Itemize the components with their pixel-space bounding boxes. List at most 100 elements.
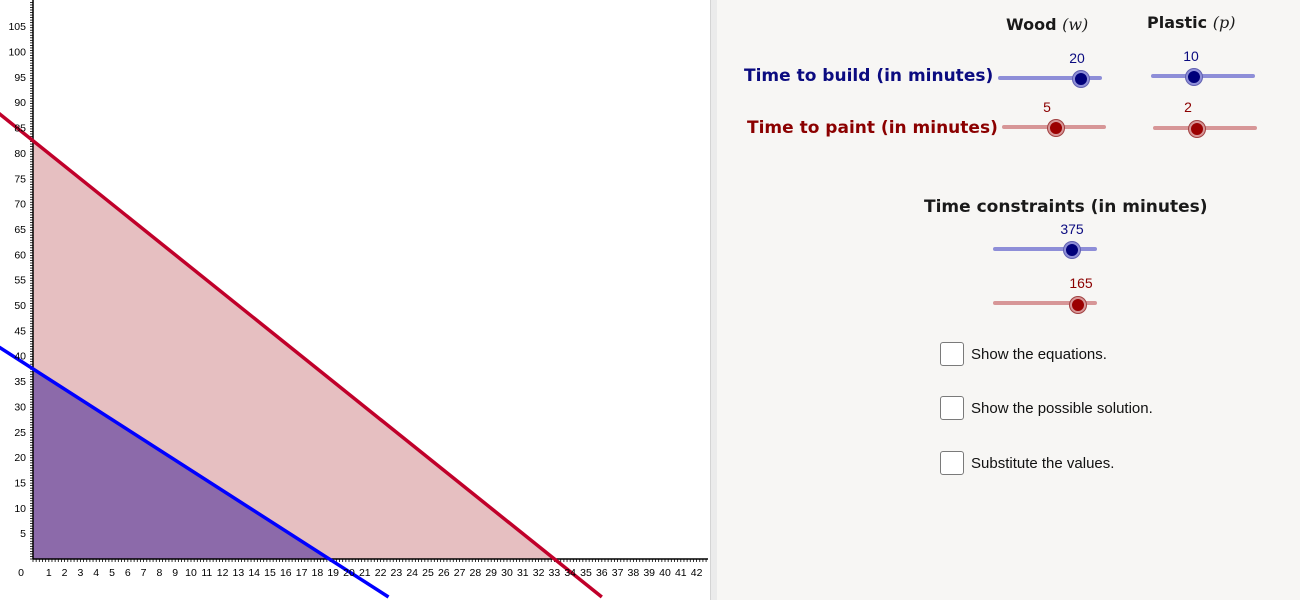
y-tick-label: 35 bbox=[14, 376, 26, 388]
y-tick-label: 90 bbox=[14, 97, 26, 109]
wood-variable: (w) bbox=[1062, 15, 1089, 34]
x-tick-label: 2 bbox=[62, 567, 68, 579]
y-tick-label: 30 bbox=[14, 401, 26, 413]
x-tick-label: 39 bbox=[643, 567, 655, 579]
y-tick-label: 45 bbox=[14, 325, 26, 337]
plastic-paint-slider[interactable] bbox=[1153, 126, 1257, 130]
x-tick-label: 6 bbox=[125, 567, 131, 579]
wood-build-value: 20 bbox=[1069, 50, 1085, 66]
paint-time-label: Time to paint (in minutes) bbox=[747, 118, 998, 138]
plastic-header: Plastic (p) bbox=[1147, 13, 1235, 32]
x-tick-label: 30 bbox=[501, 567, 513, 579]
x-tick-label: 26 bbox=[438, 567, 450, 579]
x-tick-label: 41 bbox=[675, 567, 687, 579]
paint-constraint-value: 165 bbox=[1069, 275, 1093, 291]
x-tick-label: 4 bbox=[93, 567, 99, 579]
x-tick-label: 15 bbox=[264, 567, 276, 579]
x-tick-label: 28 bbox=[470, 567, 482, 579]
x-tick-label: 29 bbox=[485, 567, 497, 579]
panel-divider[interactable] bbox=[710, 0, 717, 600]
show-equations-label[interactable]: Show the equations. bbox=[971, 346, 1107, 363]
y-tick-label: 95 bbox=[14, 72, 26, 84]
controls-panel bbox=[717, 0, 1300, 600]
x-tick-label: 3 bbox=[77, 567, 83, 579]
x-tick-label: 12 bbox=[217, 567, 229, 579]
x-tick-label: 32 bbox=[533, 567, 545, 579]
y-tick-label: 60 bbox=[14, 249, 26, 261]
paint-constraint-slider-knob[interactable] bbox=[1070, 297, 1086, 313]
x-tick-label: 21 bbox=[359, 567, 371, 579]
build-constraint-slider-knob[interactable] bbox=[1064, 242, 1080, 258]
show-solution-label[interactable]: Show the possible solution. bbox=[971, 400, 1153, 417]
x-tick-label: 23 bbox=[391, 567, 403, 579]
y-tick-label: 20 bbox=[14, 452, 26, 464]
y-tick-label: 50 bbox=[14, 300, 26, 312]
paint-constraint-line[interactable] bbox=[0, 109, 603, 599]
x-tick-label: 11 bbox=[201, 567, 212, 579]
y-tick-label: 105 bbox=[8, 21, 26, 33]
build-constraint-line[interactable] bbox=[0, 344, 390, 599]
origin-label: 0 bbox=[18, 567, 24, 579]
substitute-values-checkbox[interactable] bbox=[940, 451, 964, 475]
x-tick-label: 8 bbox=[156, 567, 162, 579]
x-tick-label: 18 bbox=[312, 567, 324, 579]
build-constraint-slider[interactable] bbox=[993, 247, 1097, 251]
y-tick-label: 75 bbox=[14, 173, 26, 185]
x-tick-label: 20 bbox=[343, 567, 355, 579]
wood-paint-value: 5 bbox=[1043, 99, 1051, 115]
y-tick-label: 70 bbox=[14, 199, 26, 211]
build-time-label: Time to build (in minutes) bbox=[744, 66, 994, 86]
x-tick-label: 35 bbox=[580, 567, 592, 579]
wood-header-label: Wood bbox=[1006, 15, 1057, 34]
y-tick-label: 80 bbox=[14, 148, 26, 160]
x-tick-label: 19 bbox=[327, 567, 339, 579]
graph-plot[interactable]: 1 2 3 4 5 6 7 8 9 10 11 12 13 14 15 16 17 18 19 20 21 22 23 24 2… bbox=[0, 0, 710, 600]
y-tick-label: 5 bbox=[20, 528, 26, 540]
wood-build-slider[interactable] bbox=[998, 76, 1102, 80]
wood-paint-slider-knob[interactable] bbox=[1048, 120, 1064, 136]
x-tick-label: 14 bbox=[248, 567, 260, 579]
plastic-variable: (p) bbox=[1212, 13, 1236, 32]
plastic-header-label: Plastic bbox=[1147, 13, 1208, 32]
x-tick-label: 13 bbox=[233, 567, 245, 579]
y-tick-label: 65 bbox=[14, 224, 26, 236]
x-tick-label: 27 bbox=[454, 567, 466, 579]
y-tick-label: 10 bbox=[14, 503, 26, 515]
plastic-build-slider[interactable] bbox=[1151, 74, 1255, 78]
x-tick-label: 24 bbox=[406, 567, 418, 579]
plastic-build-slider-knob[interactable] bbox=[1186, 69, 1202, 85]
time-constraints-label: Time constraints (in minutes) bbox=[924, 197, 1208, 217]
show-equations-checkbox[interactable] bbox=[940, 342, 964, 366]
wood-header: Wood (w) bbox=[1006, 15, 1088, 34]
y-tick-label: 15 bbox=[14, 477, 26, 489]
paint-constraint-slider[interactable] bbox=[993, 301, 1097, 305]
x-tick-label: 10 bbox=[185, 567, 197, 579]
wood-build-slider-knob[interactable] bbox=[1073, 71, 1089, 87]
build-constraint-value: 375 bbox=[1060, 221, 1084, 237]
x-tick-label: 7 bbox=[141, 567, 147, 579]
plastic-paint-slider-knob[interactable] bbox=[1189, 121, 1205, 137]
x-tick-label: 9 bbox=[172, 567, 178, 579]
x-tick-label: 16 bbox=[280, 567, 292, 579]
x-tick-label: 1 bbox=[46, 567, 52, 579]
x-tick-label: 37 bbox=[612, 567, 624, 579]
plastic-build-value: 10 bbox=[1183, 48, 1199, 64]
x-tick-label: 33 bbox=[549, 567, 561, 579]
x-tick-label: 36 bbox=[596, 567, 608, 579]
y-tick-label: 85 bbox=[14, 123, 26, 135]
x-tick-label: 42 bbox=[691, 567, 703, 579]
x-tick-label: 25 bbox=[422, 567, 434, 579]
plastic-paint-value: 2 bbox=[1184, 99, 1192, 115]
x-tick-label: 34 bbox=[564, 567, 576, 579]
show-solution-checkbox[interactable] bbox=[940, 396, 964, 420]
graphics-view[interactable]: 1 2 3 4 5 6 7 8 9 10 11 12 13 14 15 16 17 18 19 20 21 22 23 24 2… bbox=[0, 0, 710, 600]
x-tick-label: 31 bbox=[517, 567, 529, 579]
substitute-values-label[interactable]: Substitute the values. bbox=[971, 455, 1115, 472]
y-tick-label: 40 bbox=[14, 351, 26, 363]
y-tick-label: 100 bbox=[8, 47, 26, 59]
x-tick-label: 38 bbox=[628, 567, 640, 579]
y-tick-label: 55 bbox=[14, 275, 26, 287]
x-tick-label: 22 bbox=[375, 567, 387, 579]
x-tick-label: 5 bbox=[109, 567, 115, 579]
x-tick-label: 17 bbox=[296, 567, 308, 579]
